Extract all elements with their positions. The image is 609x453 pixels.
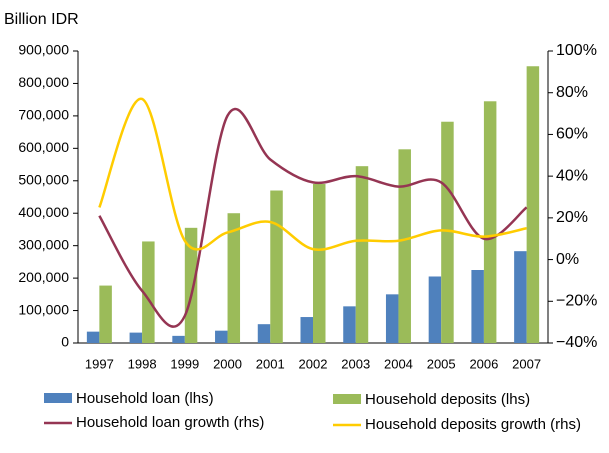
legend-label: Household deposits growth (rhs) xyxy=(365,416,581,433)
y-tick-label: 300,000 xyxy=(18,236,69,252)
y-tick-label: 500,000 xyxy=(18,171,69,187)
bar xyxy=(471,270,484,343)
y2-tick-label: 100% xyxy=(556,42,597,59)
x-tick-label: 1997 xyxy=(85,356,114,371)
y2-tick-label: 60% xyxy=(556,126,588,143)
y2-tick-label: −20% xyxy=(556,293,597,310)
bar xyxy=(300,317,313,343)
bar xyxy=(441,121,454,344)
bar xyxy=(270,190,283,343)
y-tick-label: 0 xyxy=(61,334,69,350)
legend-swatch xyxy=(44,393,72,403)
bar xyxy=(215,330,228,343)
bar xyxy=(343,306,356,343)
bar xyxy=(514,251,527,343)
bar xyxy=(257,324,271,343)
legend-swatch xyxy=(333,394,361,404)
x-tick-label: 2006 xyxy=(469,356,498,371)
x-tick-label: 2003 xyxy=(341,356,370,371)
x-tick-label: 2004 xyxy=(384,356,413,371)
bar xyxy=(398,149,411,343)
bar xyxy=(483,101,497,344)
y-tick-label: 400,000 xyxy=(18,204,69,220)
bar xyxy=(227,213,241,343)
bar xyxy=(355,166,369,343)
bar xyxy=(86,331,100,343)
x-tick-label: 2000 xyxy=(213,356,242,371)
y-tick-label: 200,000 xyxy=(18,269,69,285)
bar xyxy=(129,332,143,343)
y-tick-label: 600,000 xyxy=(18,139,69,155)
y2-tick-label: −40% xyxy=(556,334,597,351)
legend-label: Household loan growth (rhs) xyxy=(76,414,265,431)
x-tick-label: 2007 xyxy=(512,356,541,371)
y2-tick-label: 80% xyxy=(556,84,588,101)
y-tick-label: 900,000 xyxy=(18,42,69,58)
y-tick-label: 700,000 xyxy=(18,107,69,123)
line xyxy=(98,107,528,328)
bar xyxy=(313,184,326,343)
bar xyxy=(99,285,112,343)
y-tick-label: 100,000 xyxy=(18,301,69,317)
y2-tick-label: 0% xyxy=(556,251,579,268)
legend-label: Household deposits (lhs) xyxy=(365,391,531,408)
chart-title: Billion IDR xyxy=(4,11,79,28)
bar xyxy=(184,227,198,343)
x-tick-label: 2005 xyxy=(427,356,456,371)
legend-label: Household loan (lhs) xyxy=(76,390,214,407)
bar xyxy=(385,294,399,343)
line xyxy=(98,97,527,251)
x-tick-label: 1998 xyxy=(128,356,157,371)
y2-tick-label: 40% xyxy=(556,167,588,184)
bar xyxy=(526,66,540,343)
x-tick-label: 1999 xyxy=(170,356,199,371)
bar xyxy=(142,241,155,343)
bar xyxy=(172,335,185,343)
bar xyxy=(428,276,442,343)
x-tick-label: 2002 xyxy=(299,356,328,371)
x-tick-label: 2001 xyxy=(256,356,285,371)
y-tick-label: 800,000 xyxy=(18,74,69,90)
y2-tick-label: 20% xyxy=(556,209,588,226)
